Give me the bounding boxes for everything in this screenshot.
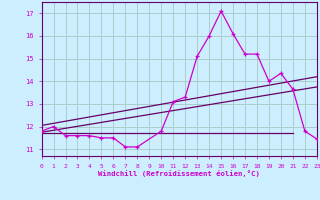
X-axis label: Windchill (Refroidissement éolien,°C): Windchill (Refroidissement éolien,°C) bbox=[98, 170, 260, 177]
